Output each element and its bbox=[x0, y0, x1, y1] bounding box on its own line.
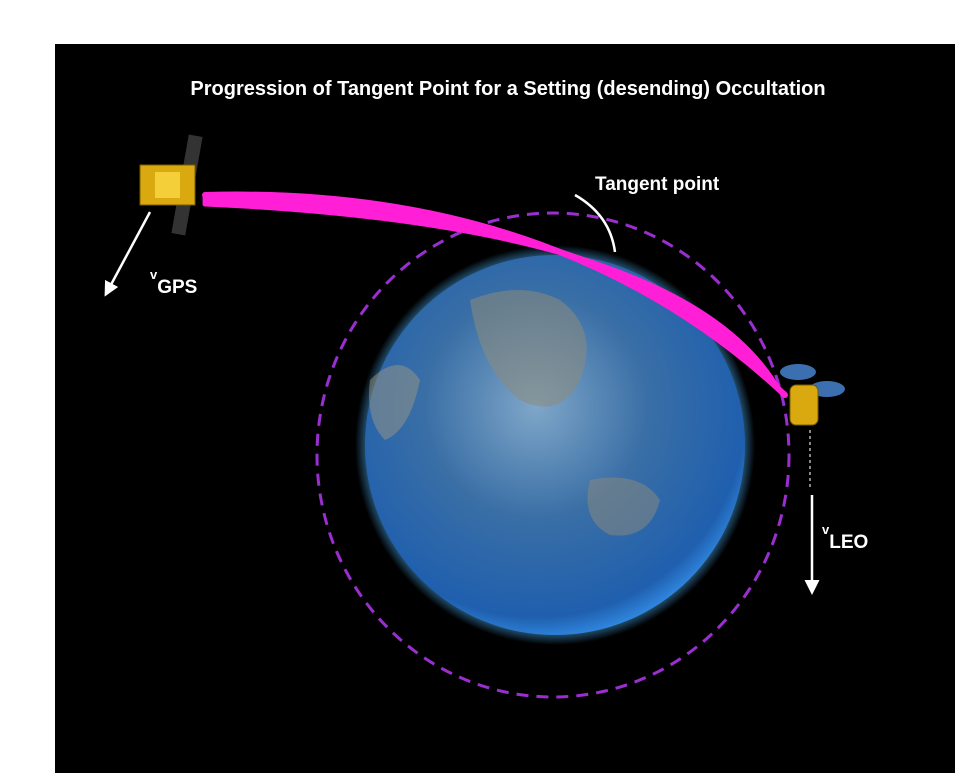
symbol: v bbox=[150, 267, 158, 282]
landmass bbox=[470, 290, 587, 407]
gps-satellite bbox=[139, 134, 203, 236]
tangent-point-label: Tangent point bbox=[595, 174, 720, 195]
landmass bbox=[587, 477, 660, 536]
earth bbox=[365, 255, 745, 635]
landmass bbox=[369, 365, 420, 440]
v-leo-label: vLEO bbox=[822, 522, 868, 553]
title: Progression of Tangent Point for a Setti… bbox=[190, 78, 825, 100]
leo-satellite bbox=[780, 364, 845, 426]
gps-velocity-arrow bbox=[104, 211, 152, 297]
subscript: LEO bbox=[829, 532, 868, 553]
signal-rays bbox=[202, 191, 788, 398]
subscript: GPS bbox=[157, 277, 197, 298]
tangent-point-arc bbox=[574, 193, 617, 253]
v-gps-label: vGPS bbox=[150, 267, 197, 298]
atmosphere-boundary bbox=[315, 211, 791, 699]
symbol: v bbox=[822, 522, 830, 537]
